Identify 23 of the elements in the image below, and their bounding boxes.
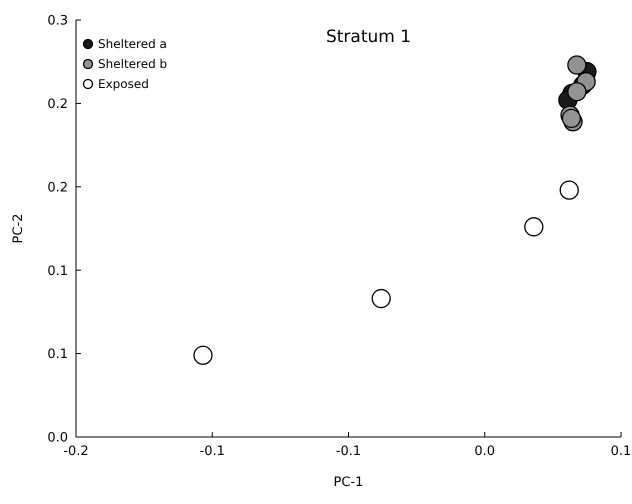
point [560, 180, 579, 200]
point [567, 55, 587, 75]
legend-label: Sheltered a [98, 37, 167, 52]
point [372, 288, 391, 308]
point [524, 217, 544, 236]
y-tick-label: 0.3 [47, 14, 68, 29]
point [562, 108, 582, 128]
y-tick-label: 0.2 [47, 180, 68, 196]
x-tick-label: 0.1 [610, 444, 632, 459]
point [193, 346, 213, 365]
x-axis-title: PC-1 [334, 475, 364, 490]
y-tick-label: 0.2 [47, 96, 68, 112]
x-tick-label: -0.2 [63, 444, 89, 459]
legend-label: Sheltered b [98, 57, 168, 72]
y-tick-label: 0.1 [47, 264, 68, 279]
legend-label: Exposed [98, 77, 149, 92]
x-tick-label: -0.1 [336, 444, 362, 459]
y-tick-label: 0.1 [47, 347, 68, 362]
y-tick-label: 0.0 [47, 430, 68, 446]
y-axis-title: PC-2 [11, 214, 26, 244]
x-tick-label: 0.0 [474, 444, 496, 459]
x-tick-label: -0.1 [200, 444, 225, 459]
chart-title: Stratum 1 [326, 27, 412, 47]
